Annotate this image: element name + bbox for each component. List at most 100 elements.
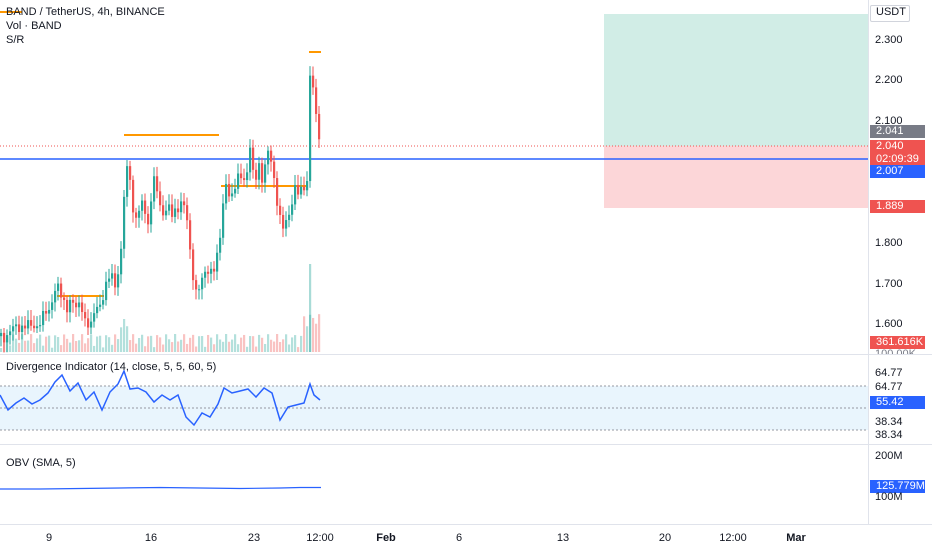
- price-pane[interactable]: BAND / TetherUS, 4h, BINANCE Vol · BAND …: [0, 0, 868, 354]
- candle-body: [297, 184, 300, 195]
- currency-label[interactable]: USDT: [876, 6, 906, 18]
- candle-body: [315, 87, 318, 114]
- candle-body: [144, 200, 147, 214]
- volume-bar: [216, 334, 219, 352]
- obv-line: [0, 486, 321, 490]
- candle-body: [273, 161, 276, 179]
- candle-body: [129, 166, 132, 180]
- volume-bar: [60, 345, 63, 352]
- candle-body: [186, 205, 189, 221]
- obv-axis[interactable]: 200M 125.779M 100M: [868, 445, 932, 524]
- candle-body: [138, 210, 141, 218]
- candle-body: [84, 312, 87, 319]
- obv-pane[interactable]: OBV (SMA, 5): [0, 445, 868, 524]
- candle-body: [318, 113, 321, 140]
- time-label-1200-b: 12:00: [719, 532, 747, 544]
- divergence-chart[interactable]: [0, 355, 868, 444]
- bar-countdown: 02:09:39: [876, 153, 919, 165]
- volume-bar: [36, 338, 39, 352]
- horizontal-line-tag: 2.007: [870, 165, 925, 178]
- volume-bar: [300, 335, 303, 352]
- volume-bar: [207, 334, 210, 352]
- time-label-6: 6: [455, 532, 463, 544]
- candle-body: [30, 320, 33, 326]
- pane-separator-2[interactable]: [0, 444, 932, 445]
- obv-chart[interactable]: [0, 445, 868, 524]
- candle-body: [267, 150, 270, 165]
- candle-body: [54, 290, 57, 303]
- price-axis[interactable]: USDT 2.300 2.200 2.100 1.800 1.700 1.600…: [868, 0, 932, 360]
- volume-bar: [120, 327, 123, 352]
- candle-body: [93, 313, 96, 322]
- candle-body: [27, 320, 30, 329]
- time-axis-separator: [0, 524, 932, 525]
- sr-legend[interactable]: S/R: [6, 34, 25, 46]
- obv-tick-200m: 200M: [875, 450, 903, 462]
- candle-body: [312, 75, 315, 88]
- volume-bar: [27, 340, 30, 352]
- candle-body: [294, 184, 297, 205]
- volume-bar: [255, 346, 258, 352]
- candle-body: [33, 325, 36, 329]
- candle-body: [75, 302, 78, 308]
- stop-zone[interactable]: [604, 146, 868, 208]
- divergence-tick-lower-a: 38.34: [875, 416, 903, 428]
- candle-body: [213, 268, 216, 272]
- volume-bar: [192, 334, 195, 352]
- volume-bar: [165, 334, 168, 352]
- volume-bar: [309, 314, 312, 352]
- price-tick-1600: 1.600: [875, 318, 903, 330]
- last-price-tag: 2.041: [870, 125, 925, 138]
- candles: [0, 66, 321, 353]
- target-zone[interactable]: [604, 14, 868, 146]
- volume-bar: [171, 342, 174, 352]
- candle-body: [72, 299, 75, 303]
- volume-bar: [57, 337, 60, 352]
- volume-bar: [66, 338, 69, 352]
- volume-bar: [24, 340, 27, 352]
- divergence-pane[interactable]: Divergence Indicator (14, close, 5, 5, 6…: [0, 355, 868, 444]
- price-tick-1700: 1.700: [875, 278, 903, 290]
- candle-body: [243, 178, 246, 181]
- volume-bar: [99, 335, 102, 352]
- volume-bar: [126, 326, 129, 352]
- divergence-line: [0, 368, 321, 427]
- price-chart[interactable]: [0, 0, 868, 354]
- candle-body: [63, 297, 66, 300]
- candle-body: [12, 326, 15, 332]
- candle-body: [276, 178, 279, 206]
- candle-body: [288, 214, 291, 221]
- obv-title[interactable]: OBV (SMA, 5): [6, 457, 76, 469]
- candle-body: [120, 248, 123, 275]
- divergence-tick-upper-b: 64.77: [875, 381, 903, 393]
- candle-body: [0, 332, 3, 337]
- volume-bar: [186, 343, 189, 352]
- candle-body: [219, 237, 222, 253]
- candle-body: [24, 325, 27, 329]
- divergence-title[interactable]: Divergence Indicator (14, close, 5, 5, 6…: [6, 361, 217, 373]
- volume-bar: [276, 334, 279, 352]
- candle-body: [279, 205, 282, 215]
- volume-bar: [72, 334, 75, 352]
- volume-legend[interactable]: Vol · BAND: [6, 20, 62, 32]
- volume-bar: [297, 347, 300, 352]
- volume-bar: [288, 344, 291, 352]
- volume-bar: [228, 341, 231, 352]
- divergence-axis[interactable]: 64.77 64.77 55.42 38.34 38.34: [868, 355, 932, 444]
- volume-bar: [102, 347, 105, 352]
- candle-body: [132, 179, 135, 213]
- candle-body: [153, 176, 156, 202]
- volume-bar: [234, 334, 237, 352]
- volume-bar: [279, 342, 282, 352]
- symbol-title[interactable]: BAND / TetherUS, 4h, BINANCE: [6, 6, 165, 18]
- candle-body: [42, 311, 45, 326]
- volume-bar: [12, 334, 15, 352]
- candle-body: [282, 214, 285, 229]
- volume-bar: [39, 334, 42, 352]
- candle-body: [39, 325, 42, 327]
- candle-body: [309, 75, 312, 182]
- volume-bar: [213, 344, 216, 352]
- volume-bar: [96, 336, 99, 352]
- candle-body: [81, 302, 84, 313]
- pane-separator-1[interactable]: [0, 354, 932, 355]
